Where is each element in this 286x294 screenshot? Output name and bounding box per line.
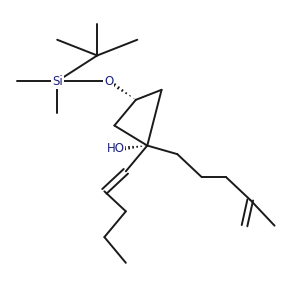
Text: Si: Si [52,75,63,88]
Text: O: O [104,75,113,88]
Text: HO: HO [107,142,125,155]
